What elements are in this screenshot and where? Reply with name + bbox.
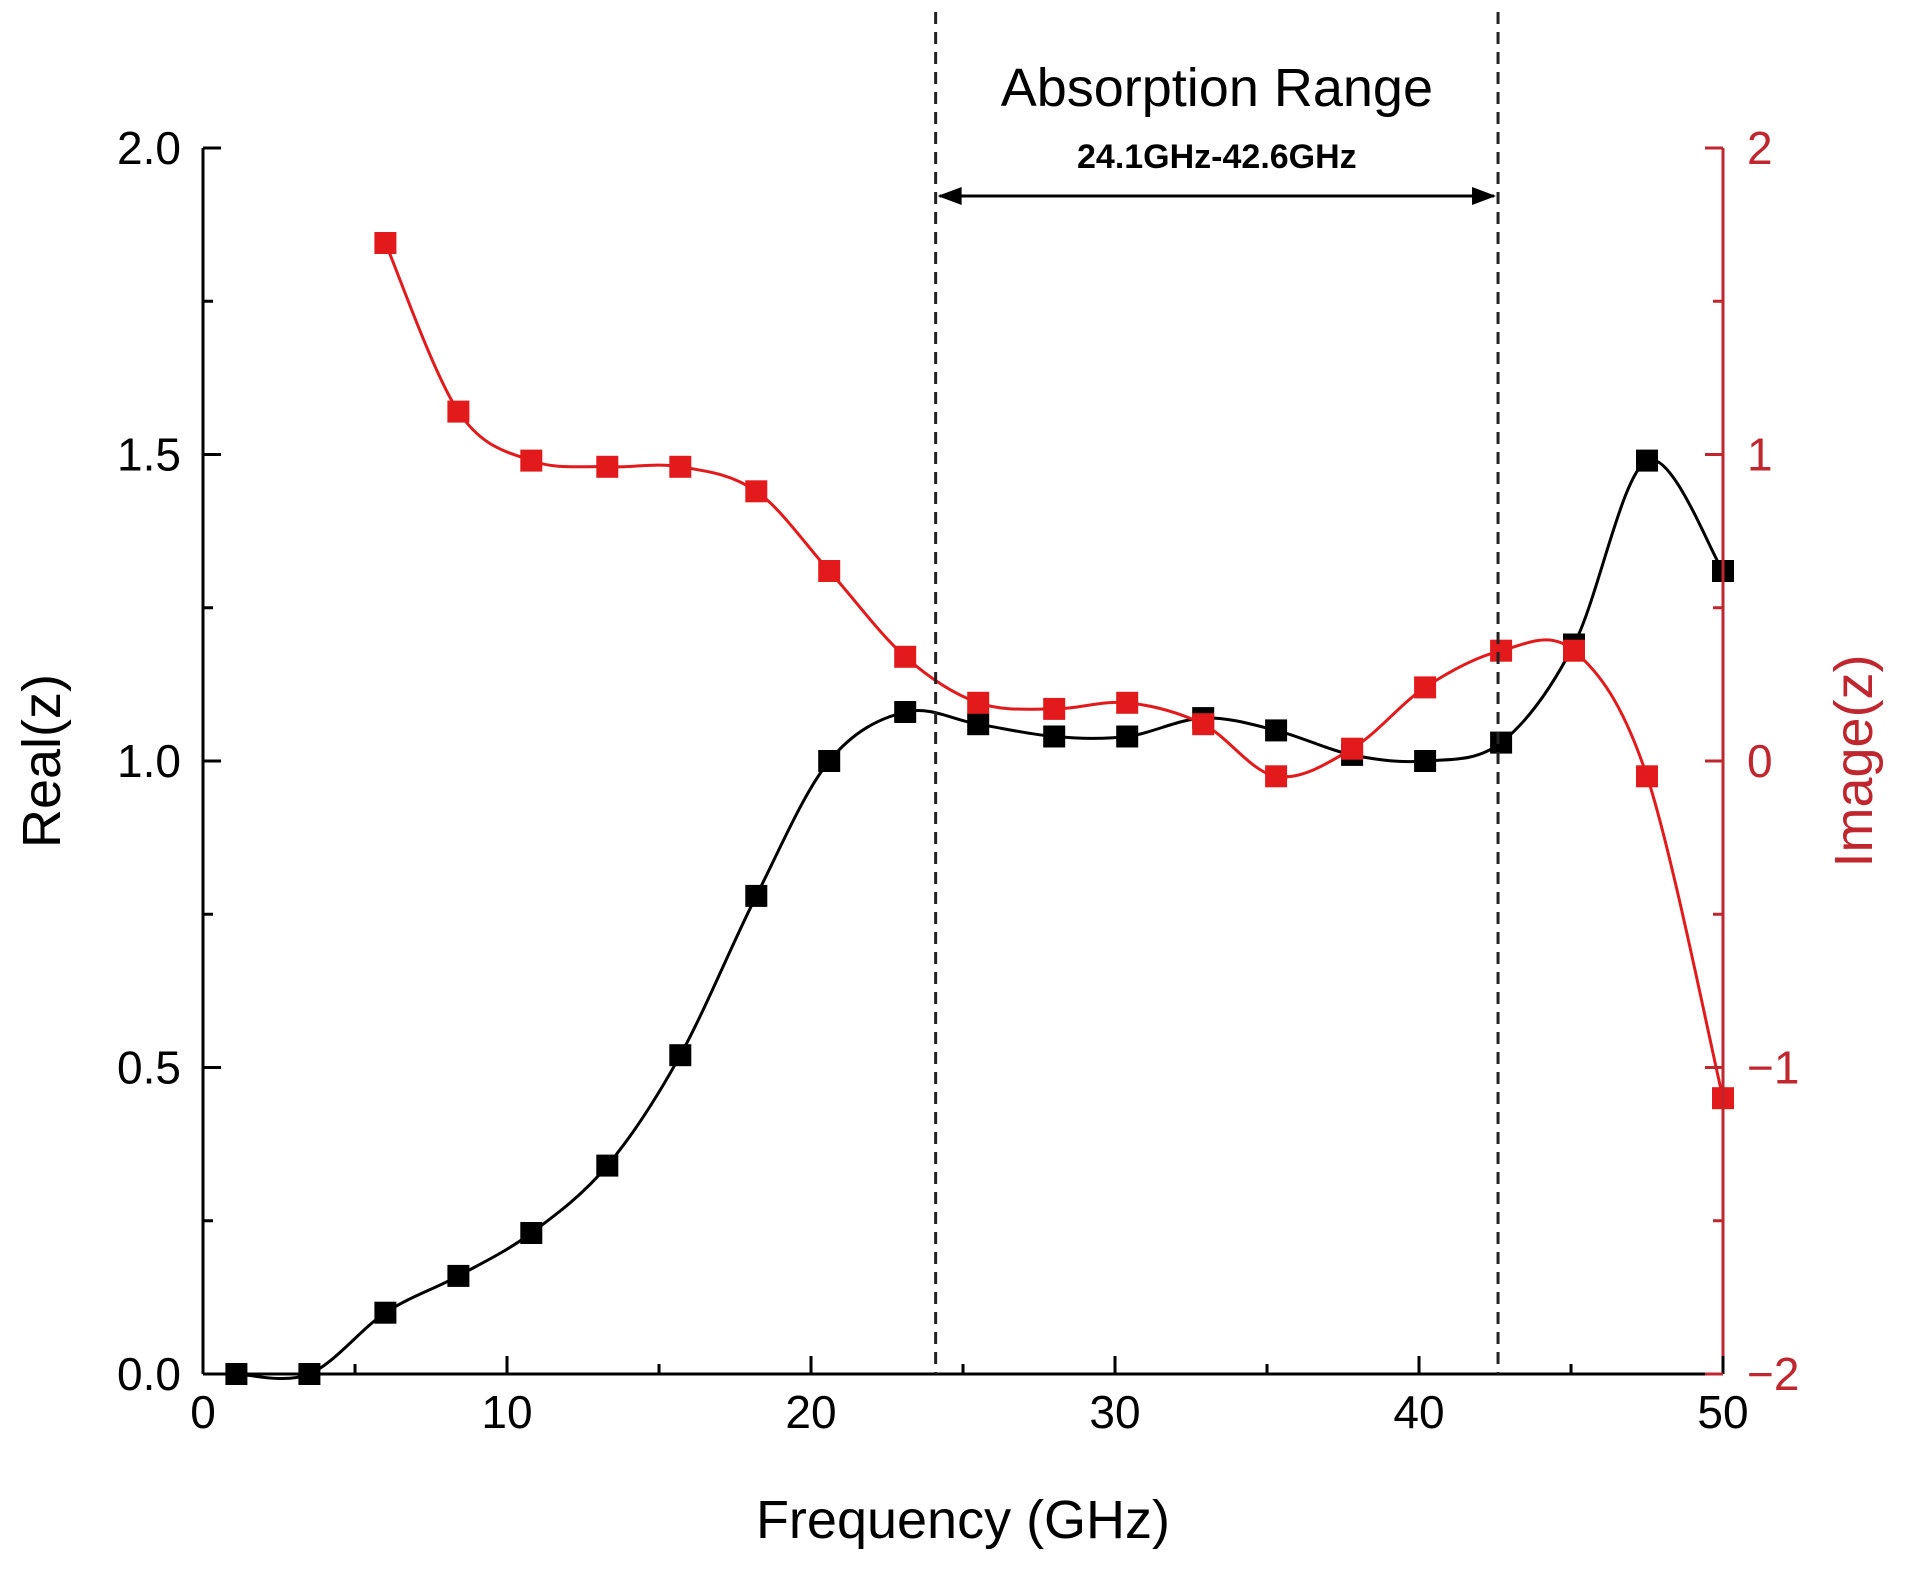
y-tick-label: 1.0 [117,735,181,787]
data-point [1636,765,1658,788]
data-point [1116,691,1139,714]
range-arrow-left [937,187,962,205]
data-point [1636,449,1658,472]
data-point [894,645,917,668]
plot-area [225,232,1734,1385]
y2-tick-label: 1 [1747,429,1773,481]
x-tick-label: 50 [1697,1386,1748,1438]
range-arrow-right [1472,187,1497,205]
data-point [1563,639,1585,662]
x-tick-label: 40 [1393,1386,1444,1438]
axes: 0 10 20 30 40 50 0.0 0.5 1.0 1.5 2.0 −2 −1 0 1 2 [117,122,1799,1438]
x-tick-label: 30 [1089,1386,1140,1438]
data-point [669,455,692,478]
data-point [596,1154,619,1177]
y2-axis-title: Image(z) [1824,654,1884,867]
y2-tick-label: −2 [1747,1348,1799,1400]
data-point [1414,676,1437,699]
data-point [1490,639,1513,662]
data-point [745,884,768,907]
data-point [967,713,990,736]
series-line [236,458,1725,1381]
data-point [596,455,619,478]
data-point [1341,737,1364,760]
y-tick-label: 0.5 [117,1042,181,1094]
data-point [1490,731,1513,754]
data-point [1043,697,1066,720]
x-tick-label: 0 [190,1386,216,1438]
data-point [1265,719,1288,742]
data-point [374,1301,397,1324]
y-axis-title: Real(z) [12,674,72,848]
data-point [1414,750,1437,772]
data-point [745,480,768,503]
data-point [967,691,990,714]
data-point [1265,765,1288,788]
y2-tick-label: −1 [1747,1042,1799,1094]
x-axis-title: Frequency (GHz) [756,1490,1170,1550]
series-image-z [374,232,1734,1110]
data-point [1043,725,1066,748]
data-point [520,1222,543,1244]
data-point [818,560,841,582]
data-point [1192,713,1215,736]
y-tick-label: 2.0 [117,122,181,174]
series-real-z [225,449,1734,1385]
data-point [818,750,841,772]
annotation-range-label: 24.1GHz-42.6GHz [1077,138,1357,176]
y-tick-label: 1.5 [117,429,181,481]
data-point [447,1264,470,1287]
y2-tick-label: 2 [1747,122,1773,174]
x-tick-label: 10 [481,1386,532,1438]
series-line [384,242,1725,1099]
y2-tick-label: 0 [1747,735,1773,787]
y-tick-label: 0.0 [117,1348,181,1400]
data-point [447,400,470,423]
data-point [520,449,543,472]
x-tick-label: 20 [785,1386,836,1438]
annotation-title: Absorption Range [1001,58,1433,118]
data-point [669,1044,692,1067]
data-point [1116,725,1139,748]
data-point [374,232,397,254]
annotations: Absorption Range 24.1GHz-42.6GHz [934,12,1500,1374]
data-point [894,701,917,723]
